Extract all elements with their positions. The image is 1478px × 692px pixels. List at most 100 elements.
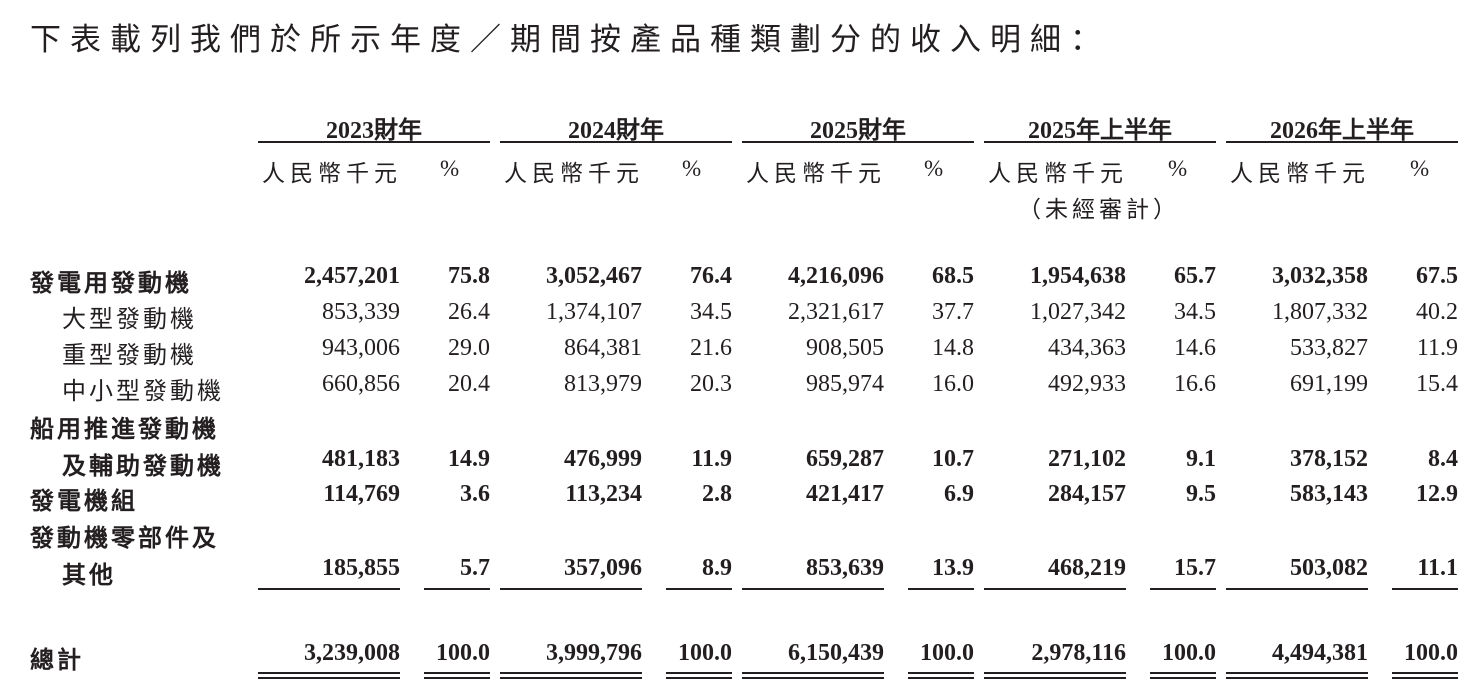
amount-cell: 114,769 — [323, 481, 400, 507]
subtotal-rule — [1150, 588, 1216, 590]
amount-cell: 284,157 — [1048, 481, 1126, 507]
amount-cell: 271,102 — [1048, 446, 1126, 472]
total-amount-cell: 4,494,381 — [1272, 640, 1368, 666]
amount-cell: 476,999 — [564, 446, 642, 472]
row-label: 中小型發動機 — [62, 377, 224, 405]
row-label: 重型發動機 — [62, 341, 197, 369]
percent-cell: 76.4 — [690, 263, 732, 289]
total-double-rule — [500, 672, 642, 679]
percent-cell: 9.1 — [1186, 446, 1216, 472]
percent-cell: 29.0 — [448, 335, 490, 361]
percent-cell: 14.6 — [1174, 335, 1216, 361]
percent-label: % — [440, 156, 460, 181]
percent-cell: 9.5 — [1186, 481, 1216, 507]
amount-cell: 660,856 — [322, 371, 400, 397]
subtotal-rule — [258, 588, 400, 590]
total-double-rule — [1392, 672, 1458, 679]
total-label: 總計 — [30, 646, 84, 674]
period-label: 2025財年 — [810, 118, 906, 144]
percent-cell: 3.6 — [460, 481, 490, 507]
percent-cell: 5.7 — [460, 555, 490, 581]
percent-label: % — [1410, 156, 1430, 181]
unaudited-note: （未經審計） — [1018, 197, 1180, 223]
amount-cell: 1,374,107 — [546, 299, 642, 325]
percent-cell: 12.9 — [1416, 481, 1458, 507]
amount-cell: 492,933 — [1048, 371, 1126, 397]
subtotal-rule — [984, 588, 1126, 590]
percent-cell: 15.4 — [1416, 371, 1458, 397]
total-double-rule — [1226, 672, 1368, 679]
amount-cell: 1,027,342 — [1030, 299, 1126, 325]
total-double-rule — [1150, 672, 1216, 679]
percent-cell: 34.5 — [690, 299, 732, 325]
amount-cell: 2,321,617 — [788, 299, 884, 325]
total-amount-cell: 3,999,796 — [546, 640, 642, 666]
currency-label: 人民幣千元 — [746, 161, 886, 187]
total-percent-cell: 100.0 — [678, 640, 732, 666]
amount-cell: 434,363 — [1048, 335, 1126, 361]
intro-text: 下表載列我們於所示年度／期間按產品種類劃分的收入明細： — [30, 22, 1110, 58]
amount-cell: 985,974 — [806, 371, 884, 397]
period-label: 2026年上半年 — [1270, 118, 1414, 144]
percent-cell: 40.2 — [1416, 299, 1458, 325]
total-double-rule — [424, 672, 490, 679]
percent-cell: 2.8 — [702, 481, 732, 507]
amount-cell: 908,505 — [806, 335, 884, 361]
amount-cell: 1,954,638 — [1030, 263, 1126, 289]
percent-cell: 6.9 — [944, 481, 974, 507]
percent-cell: 68.5 — [932, 263, 974, 289]
amount-cell: 468,219 — [1048, 555, 1126, 581]
total-double-rule — [742, 672, 884, 679]
row-label: 發電用發動機 — [30, 269, 192, 297]
total-double-rule — [666, 672, 732, 679]
period-label: 2025年上半年 — [1028, 118, 1172, 144]
percent-cell: 10.7 — [932, 446, 974, 472]
amount-cell: 113,234 — [565, 481, 642, 507]
total-amount-cell: 2,978,116 — [1031, 640, 1126, 666]
total-double-rule — [908, 672, 974, 679]
period-rule — [258, 141, 490, 143]
amount-cell: 533,827 — [1290, 335, 1368, 361]
percent-cell: 8.4 — [1428, 446, 1458, 472]
percent-label: % — [924, 156, 944, 181]
amount-cell: 943,006 — [322, 335, 400, 361]
amount-cell: 853,339 — [322, 299, 400, 325]
subtotal-rule — [1226, 588, 1368, 590]
total-amount-cell: 6,150,439 — [788, 640, 884, 666]
amount-cell: 357,096 — [564, 555, 642, 581]
subtotal-rule — [424, 588, 490, 590]
subtotal-rule — [908, 588, 974, 590]
total-double-rule — [984, 672, 1126, 679]
percent-cell: 11.1 — [1417, 555, 1458, 581]
row-label-continued: 及輔助發動機 — [62, 452, 224, 480]
subtotal-rule — [500, 588, 642, 590]
amount-cell: 659,287 — [806, 446, 884, 472]
period-rule — [500, 141, 732, 143]
amount-cell: 421,417 — [806, 481, 884, 507]
amount-cell: 691,199 — [1290, 371, 1368, 397]
amount-cell: 481,183 — [322, 446, 400, 472]
percent-cell: 13.9 — [932, 555, 974, 581]
percent-cell: 16.6 — [1174, 371, 1216, 397]
row-label: 發電機組 — [30, 487, 138, 515]
percent-cell: 8.9 — [702, 555, 732, 581]
amount-cell: 3,052,467 — [546, 263, 642, 289]
amount-cell: 813,979 — [564, 371, 642, 397]
total-percent-cell: 100.0 — [436, 640, 490, 666]
subtotal-rule — [742, 588, 884, 590]
amount-cell: 378,152 — [1290, 446, 1368, 472]
period-label: 2023財年 — [326, 118, 422, 144]
total-amount-cell: 3,239,008 — [304, 640, 400, 666]
percent-cell: 15.7 — [1174, 555, 1216, 581]
amount-cell: 1,807,332 — [1272, 299, 1368, 325]
row-label: 船用推進發動機 — [30, 415, 219, 443]
amount-cell: 864,381 — [564, 335, 642, 361]
percent-cell: 14.8 — [932, 335, 974, 361]
percent-cell: 21.6 — [690, 335, 732, 361]
currency-label: 人民幣千元 — [1230, 161, 1370, 187]
period-rule — [1226, 141, 1458, 143]
amount-cell: 4,216,096 — [788, 263, 884, 289]
amount-cell: 503,082 — [1290, 555, 1368, 581]
period-rule — [742, 141, 974, 143]
total-double-rule — [258, 672, 400, 679]
